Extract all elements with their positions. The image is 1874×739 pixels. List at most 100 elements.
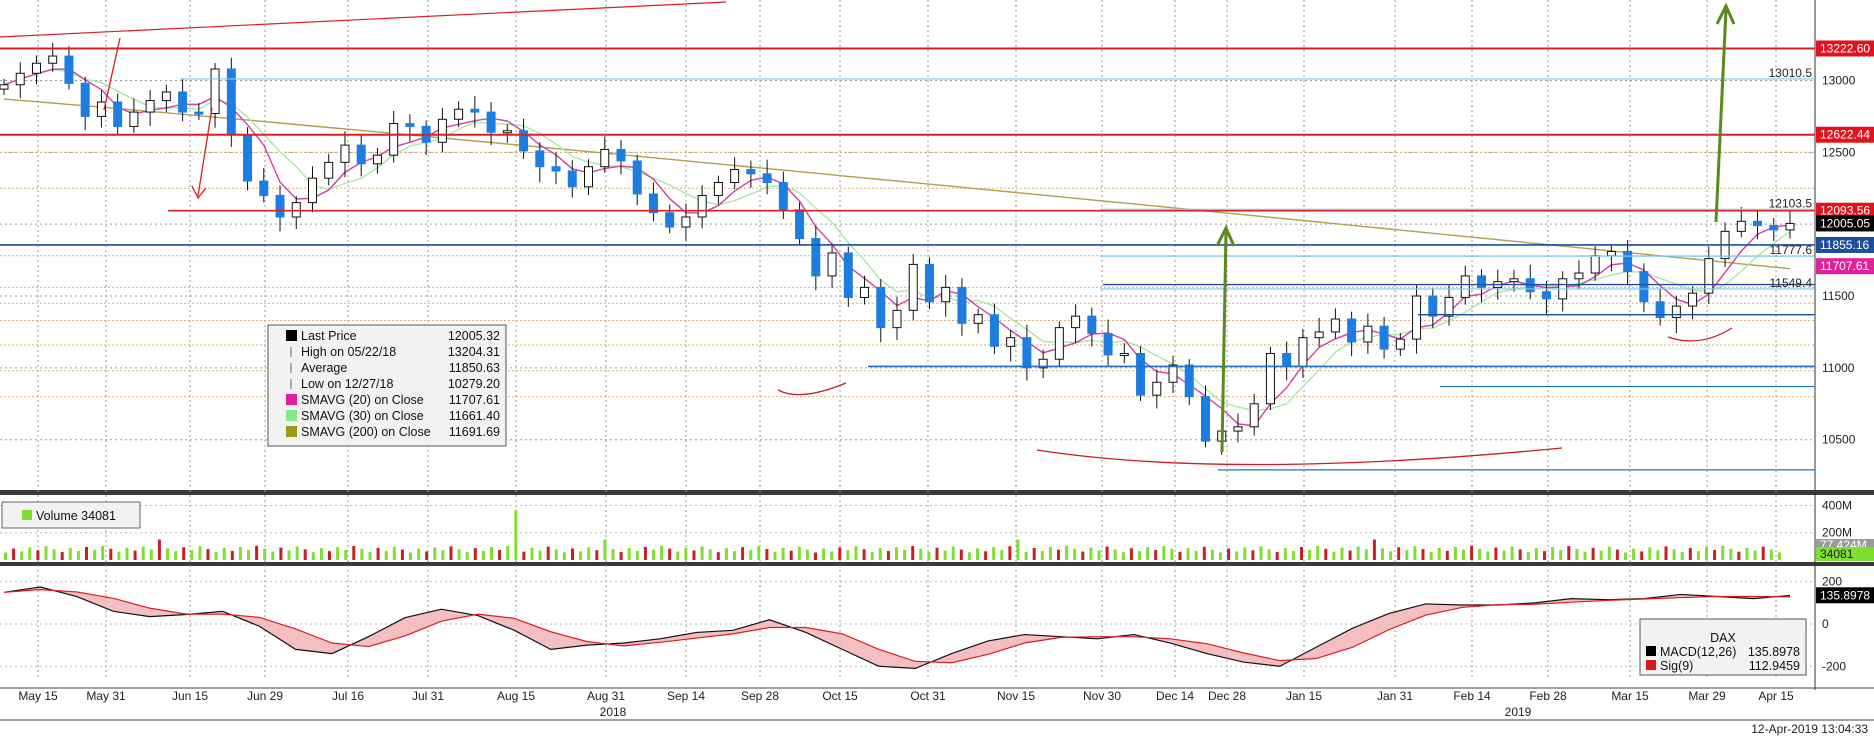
candle bbox=[1395, 338, 1405, 350]
x-year-label: 2018 bbox=[600, 705, 627, 719]
volume-bar bbox=[279, 547, 283, 560]
volume-bar bbox=[425, 551, 429, 560]
volume-bar bbox=[344, 550, 348, 560]
volume-bar bbox=[1016, 539, 1020, 560]
candle bbox=[600, 148, 610, 168]
volume-bar bbox=[562, 552, 566, 560]
volume-bar bbox=[1421, 549, 1425, 560]
y-tick-label: 12500 bbox=[1822, 145, 1856, 159]
candle bbox=[80, 82, 90, 117]
volume-bar bbox=[1583, 551, 1587, 560]
candle bbox=[1671, 305, 1681, 319]
volume-bar bbox=[514, 510, 518, 560]
volume-bar bbox=[222, 548, 226, 560]
volume-bar bbox=[125, 547, 129, 560]
timestamp: 12-Apr-2019 13:04:33 bbox=[1751, 722, 1868, 736]
volume-bar bbox=[643, 546, 647, 560]
volume-bar bbox=[862, 549, 866, 560]
volume-bar bbox=[1235, 551, 1239, 560]
price-tag bbox=[1816, 202, 1874, 219]
volume-bar bbox=[1445, 550, 1449, 560]
volume-bar bbox=[611, 549, 615, 560]
legend-label: Last Price bbox=[301, 329, 357, 343]
legend-label: SMAVG (200) on Close bbox=[301, 425, 431, 439]
arc bbox=[777, 382, 847, 396]
volume-bar bbox=[959, 549, 963, 560]
volume-bar bbox=[1761, 546, 1765, 560]
volume-bar bbox=[400, 549, 404, 560]
volume-bar bbox=[1048, 546, 1052, 560]
candle bbox=[778, 181, 788, 211]
volume-bar bbox=[919, 548, 923, 560]
candle bbox=[1606, 250, 1616, 257]
volume-bar bbox=[1510, 546, 1514, 560]
volume-bar bbox=[417, 548, 421, 560]
y-tick-label: 13000 bbox=[1822, 73, 1856, 87]
volume-bar bbox=[157, 539, 161, 560]
candle bbox=[1655, 301, 1665, 319]
volume-bar bbox=[1178, 551, 1182, 560]
volume-bar bbox=[1599, 550, 1603, 560]
price-tag bbox=[1816, 126, 1874, 143]
candle bbox=[1736, 220, 1746, 232]
volume-bar bbox=[1008, 546, 1012, 560]
volume-bar bbox=[822, 548, 826, 560]
volume-bar bbox=[668, 548, 672, 560]
candle bbox=[405, 123, 415, 127]
legend-label: Low on 12/27/18 bbox=[301, 377, 393, 391]
volume-bar bbox=[1105, 546, 1109, 560]
x-tick-label: Jan 31 bbox=[1377, 689, 1413, 703]
volume-bar bbox=[1559, 550, 1563, 560]
volume-bar bbox=[1729, 548, 1733, 560]
candle bbox=[519, 130, 529, 152]
volume-bar bbox=[733, 551, 736, 560]
volume-bar bbox=[1308, 549, 1312, 560]
volume-bar bbox=[1437, 548, 1441, 560]
candle bbox=[1347, 318, 1357, 343]
volume-bar bbox=[1073, 548, 1077, 560]
price-tag-label: 12622.44 bbox=[1820, 128, 1870, 142]
legend-swatch bbox=[286, 426, 297, 437]
candle bbox=[1541, 291, 1551, 300]
x-tick-label: Sep 28 bbox=[741, 689, 779, 703]
volume-bar bbox=[789, 550, 793, 560]
candle bbox=[145, 100, 155, 113]
candle bbox=[1054, 327, 1064, 360]
volume-bar bbox=[20, 551, 24, 560]
volume-bar bbox=[1340, 547, 1344, 560]
volume-bar bbox=[546, 546, 550, 560]
x-tick-label: Aug 15 bbox=[497, 689, 535, 703]
y-tick-label: 11000 bbox=[1822, 361, 1855, 375]
candle bbox=[1412, 295, 1422, 340]
volume-bar bbox=[741, 547, 745, 560]
candle bbox=[1200, 396, 1210, 442]
candle bbox=[1704, 258, 1714, 294]
volume-bar bbox=[133, 550, 137, 560]
volume-bar bbox=[1162, 546, 1166, 560]
volume-bar bbox=[1210, 549, 1214, 560]
volume-bar bbox=[85, 547, 88, 560]
volume-bar bbox=[36, 550, 40, 560]
volume-bar bbox=[1543, 551, 1546, 560]
candle bbox=[48, 55, 58, 64]
legend-box bbox=[267, 324, 507, 447]
volume-bar bbox=[814, 552, 817, 560]
volume-bar bbox=[409, 552, 412, 560]
macd-tick-label: -200 bbox=[1822, 659, 1846, 673]
volume-bar bbox=[174, 551, 178, 560]
candle bbox=[535, 150, 545, 168]
price-tag bbox=[1816, 40, 1874, 57]
volume-bar bbox=[1381, 548, 1384, 560]
candle bbox=[973, 314, 983, 324]
candle bbox=[1509, 278, 1519, 283]
volume-bar bbox=[1640, 551, 1644, 560]
macd-tick-label: 0 bbox=[1822, 617, 1829, 631]
candle bbox=[648, 193, 658, 214]
volume-bar bbox=[1186, 547, 1190, 560]
legend[interactable]: Last Price 12005.32 High on 05/22/18 13204.… bbox=[267, 324, 507, 447]
candle bbox=[291, 202, 301, 218]
arrow-head bbox=[191, 185, 207, 200]
volume-bar bbox=[635, 550, 639, 560]
volume-bar bbox=[1065, 545, 1069, 560]
legend-value: 12005.32 bbox=[448, 329, 500, 343]
